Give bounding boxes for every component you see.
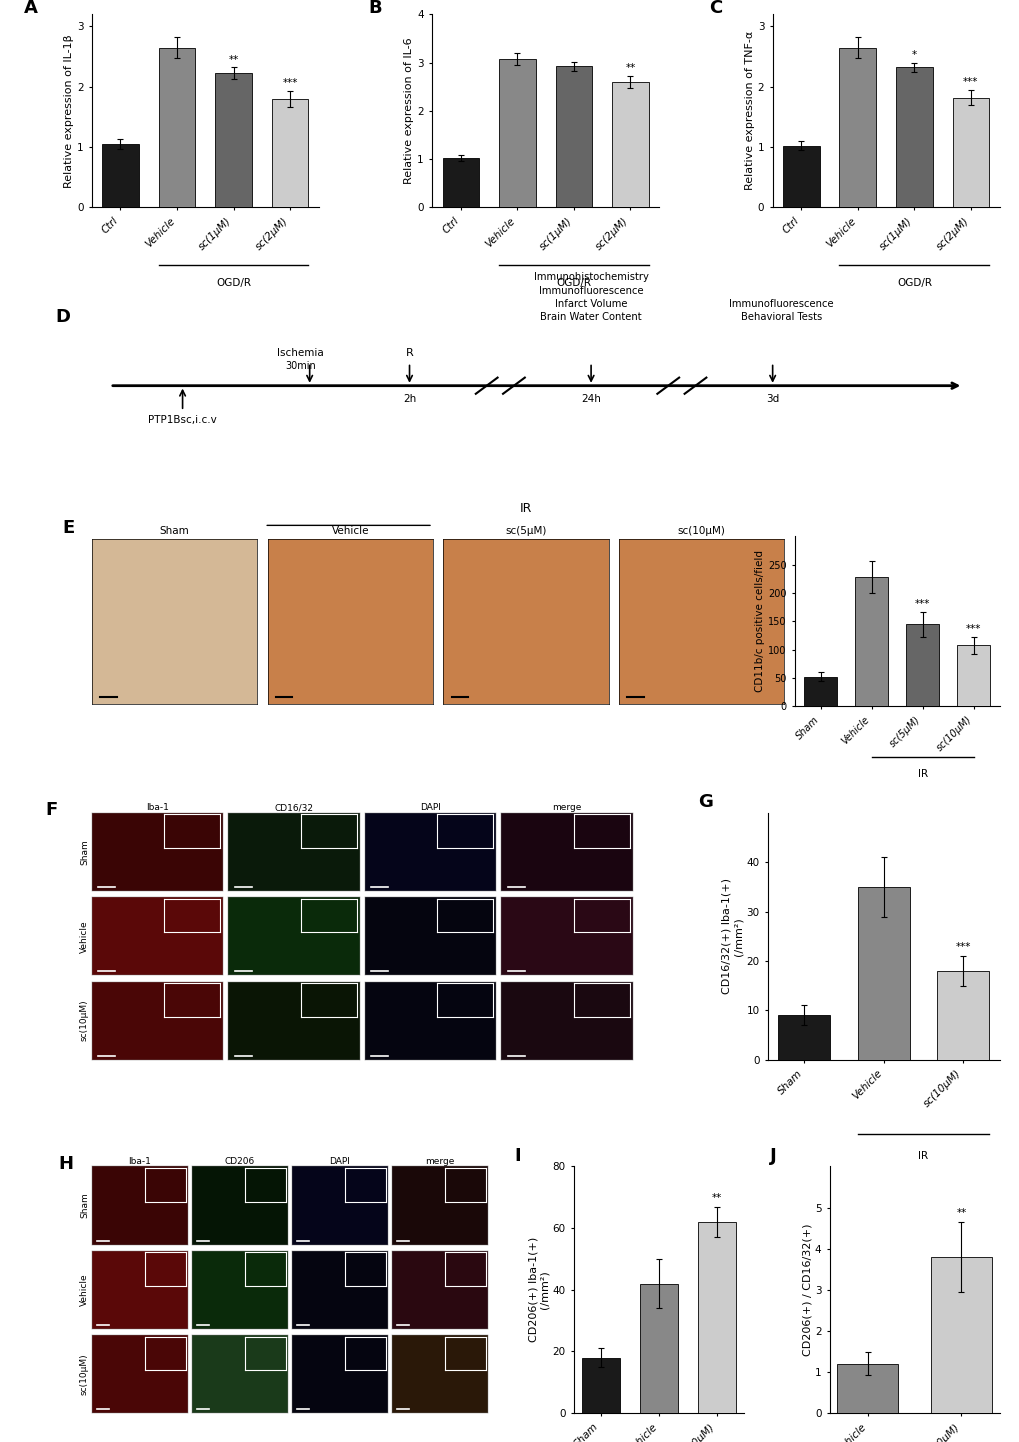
Y-axis label: Sham: Sham <box>79 839 89 865</box>
Bar <box>777 1015 829 1060</box>
Y-axis label: Relative expression of IL-6: Relative expression of IL-6 <box>405 37 414 185</box>
Text: 30min: 30min <box>285 360 316 371</box>
Text: I: I <box>514 1146 521 1165</box>
Y-axis label: Sham: Sham <box>79 1193 89 1218</box>
Text: 2h: 2h <box>403 394 416 404</box>
Text: IR: IR <box>917 1151 927 1161</box>
Title: CD16/32: CD16/32 <box>274 803 313 812</box>
Text: B: B <box>368 0 382 17</box>
Text: IR: IR <box>917 769 927 779</box>
Bar <box>639 1283 678 1413</box>
Y-axis label: CD11b/c positive cells/field: CD11b/c positive cells/field <box>754 551 764 692</box>
Text: A: A <box>23 0 38 17</box>
Bar <box>854 577 888 707</box>
Bar <box>611 82 648 208</box>
Text: PTP1Bsc,i.c.v: PTP1Bsc,i.c.v <box>148 415 217 424</box>
Bar <box>952 98 988 208</box>
Text: Immunofluorescence
Behavioral Tests: Immunofluorescence Behavioral Tests <box>729 298 834 322</box>
Bar <box>803 676 837 707</box>
Text: **: ** <box>956 1208 966 1218</box>
Text: R: R <box>406 348 413 358</box>
Bar <box>783 146 819 208</box>
Title: DAPI: DAPI <box>420 803 440 812</box>
Bar <box>936 970 988 1060</box>
Bar <box>839 48 875 208</box>
Bar <box>581 1358 619 1413</box>
Title: Vehicle: Vehicle <box>331 526 369 536</box>
Bar <box>271 98 308 208</box>
Bar <box>930 1257 990 1413</box>
Bar <box>857 887 909 1060</box>
Text: **: ** <box>711 1193 721 1203</box>
Bar <box>895 68 931 208</box>
Y-axis label: Relative expression of IL-1β: Relative expression of IL-1β <box>64 35 74 187</box>
Bar <box>555 66 592 208</box>
Text: OGD/R: OGD/R <box>896 278 931 288</box>
Title: merge: merge <box>551 803 581 812</box>
Text: H: H <box>58 1155 73 1172</box>
Y-axis label: Vehicle: Vehicle <box>79 1273 89 1306</box>
Text: 24h: 24h <box>581 394 600 404</box>
Title: Iba-1: Iba-1 <box>128 1156 151 1165</box>
Y-axis label: CD16/32(+) Iba-1(+)
(/mm²): CD16/32(+) Iba-1(+) (/mm²) <box>721 878 743 995</box>
Bar <box>102 144 139 208</box>
Bar <box>159 48 196 208</box>
Text: IR: IR <box>520 502 532 515</box>
Text: 3d: 3d <box>765 394 779 404</box>
Text: C: C <box>708 0 721 17</box>
Text: OGD/R: OGD/R <box>216 278 251 288</box>
Title: sc(10μM): sc(10μM) <box>678 526 725 536</box>
Y-axis label: Relative expression of TNF-α: Relative expression of TNF-α <box>744 32 754 190</box>
Text: **: ** <box>625 63 635 74</box>
Bar <box>698 1221 736 1413</box>
Title: Iba-1: Iba-1 <box>146 803 169 812</box>
Text: **: ** <box>228 55 238 65</box>
Text: Immunohistochemistry
Immunofluorescence
Infarct Volume
Brain Water Content: Immunohistochemistry Immunofluorescence … <box>533 273 648 322</box>
Text: *: * <box>911 49 916 59</box>
Title: CD206: CD206 <box>224 1156 255 1165</box>
Text: Ischemia: Ischemia <box>277 348 324 358</box>
Text: ***: *** <box>914 598 929 609</box>
Text: J: J <box>769 1146 776 1165</box>
Text: ***: *** <box>965 624 980 633</box>
Bar <box>498 59 535 208</box>
Text: OGD/R: OGD/R <box>556 278 591 288</box>
Title: DAPI: DAPI <box>329 1156 351 1165</box>
Y-axis label: CD206(+) Iba-1(+)
(/mm²): CD206(+) Iba-1(+) (/mm²) <box>528 1237 549 1343</box>
Y-axis label: Vehicle: Vehicle <box>79 920 89 953</box>
Text: G: G <box>698 793 712 812</box>
Bar <box>837 1364 898 1413</box>
Bar <box>215 74 252 208</box>
Bar <box>956 645 989 707</box>
Y-axis label: CD206(+) / CD16/32(+): CD206(+) / CD16/32(+) <box>801 1224 811 1355</box>
Text: F: F <box>46 802 58 819</box>
Text: D: D <box>55 309 70 326</box>
Text: E: E <box>62 519 74 536</box>
Text: ***: *** <box>282 78 298 88</box>
Bar <box>905 624 938 707</box>
Title: merge: merge <box>425 1156 454 1165</box>
Y-axis label: sc(10μM): sc(10μM) <box>79 999 89 1041</box>
Bar <box>442 159 479 208</box>
Y-axis label: sc(10μM): sc(10μM) <box>79 1353 89 1394</box>
Text: ***: *** <box>962 78 977 88</box>
Title: Sham: Sham <box>159 526 190 536</box>
Text: ***: *** <box>955 942 970 952</box>
Title: sc(5μM): sc(5μM) <box>504 526 546 536</box>
